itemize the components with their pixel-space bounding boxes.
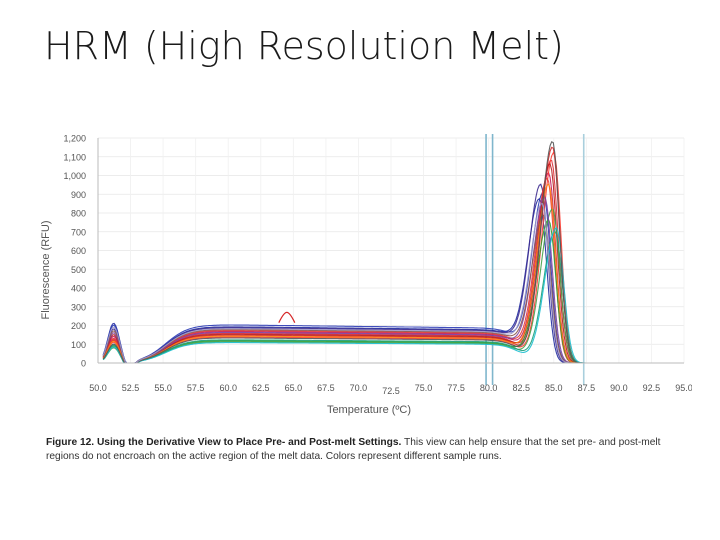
- y-tick-label: 600: [71, 246, 86, 256]
- x-tick-label: 80.0: [480, 383, 498, 393]
- x-tick-label: 70.0: [350, 383, 368, 393]
- series-lines: [102, 141, 657, 364]
- series-line: [102, 226, 657, 364]
- y-tick-label: 400: [71, 284, 86, 294]
- x-tick-label: 90.0: [610, 383, 628, 393]
- annotation-spike: [278, 311, 296, 323]
- caption-title: Figure 12. Using the Derivative View to …: [46, 437, 402, 448]
- y-tick-label: 100: [71, 340, 86, 350]
- x-tick-label: 50.0: [89, 383, 107, 393]
- x-tick-label: 92.5: [643, 383, 661, 393]
- series-line: [102, 141, 657, 364]
- series-line: [102, 162, 657, 364]
- series-line: [102, 219, 657, 364]
- x-tick-label: 52.5: [122, 383, 140, 393]
- series-line: [102, 214, 657, 364]
- x-tick-label: 60.0: [219, 383, 237, 393]
- y-tick-label: 200: [71, 321, 86, 331]
- y-tick-label: 900: [71, 190, 86, 200]
- y-tick-label: 1,200: [63, 134, 86, 144]
- slide-title: HRM (High Resolution Melt): [44, 24, 564, 68]
- x-tick-label: 62.5: [252, 383, 270, 393]
- x-tick-label: 65.0: [285, 383, 303, 393]
- figure: 0 100 200 300 400 500 600 700 800 900 1,000 1,100 1,…: [36, 130, 692, 470]
- x-tick-label: 67.5: [317, 383, 335, 393]
- x-tick-label: 77.5: [447, 383, 465, 393]
- x-tick-label: 82.5: [512, 383, 530, 393]
- series-line: [102, 208, 657, 364]
- series-line: [102, 177, 657, 364]
- x-tick-label: 87.5: [578, 383, 596, 393]
- x-axis-label: Temperature (ºC): [327, 404, 411, 416]
- x-tick-label: 57.5: [187, 383, 205, 393]
- y-tick-label: 0: [81, 359, 86, 369]
- y-tick-label: 1,000: [63, 171, 86, 181]
- caption-text: This view can help ensure that the set p…: [46, 437, 661, 462]
- y-axis-label: Fluorescence (RFU): [40, 220, 52, 319]
- figure-caption: Figure 12. Using the Derivative View to …: [46, 436, 686, 464]
- series-line: [102, 196, 657, 364]
- series-line: [102, 183, 657, 364]
- x-tick-label: 95.0: [675, 383, 692, 393]
- y-tick-label: 1,100: [63, 152, 86, 162]
- y-tick-label: 700: [71, 227, 86, 237]
- x-tick-label: 55.0: [154, 383, 172, 393]
- x-tick-label: 85.0: [545, 383, 563, 393]
- melt-curve-chart: 0 100 200 300 400 500 600 700 800 900 1,000 1,100 1,…: [40, 134, 692, 417]
- y-tick-label: 300: [71, 302, 86, 312]
- series-line: [102, 202, 657, 364]
- y-tick-label: 800: [71, 209, 86, 219]
- x-tick-label: 72.5: [382, 386, 400, 396]
- y-tick-label: 500: [71, 265, 86, 275]
- axes: 0 100 200 300 400 500 600 700 800 900 1,000 1,100 1,…: [63, 134, 692, 397]
- x-tick-label: 75.0: [415, 383, 433, 393]
